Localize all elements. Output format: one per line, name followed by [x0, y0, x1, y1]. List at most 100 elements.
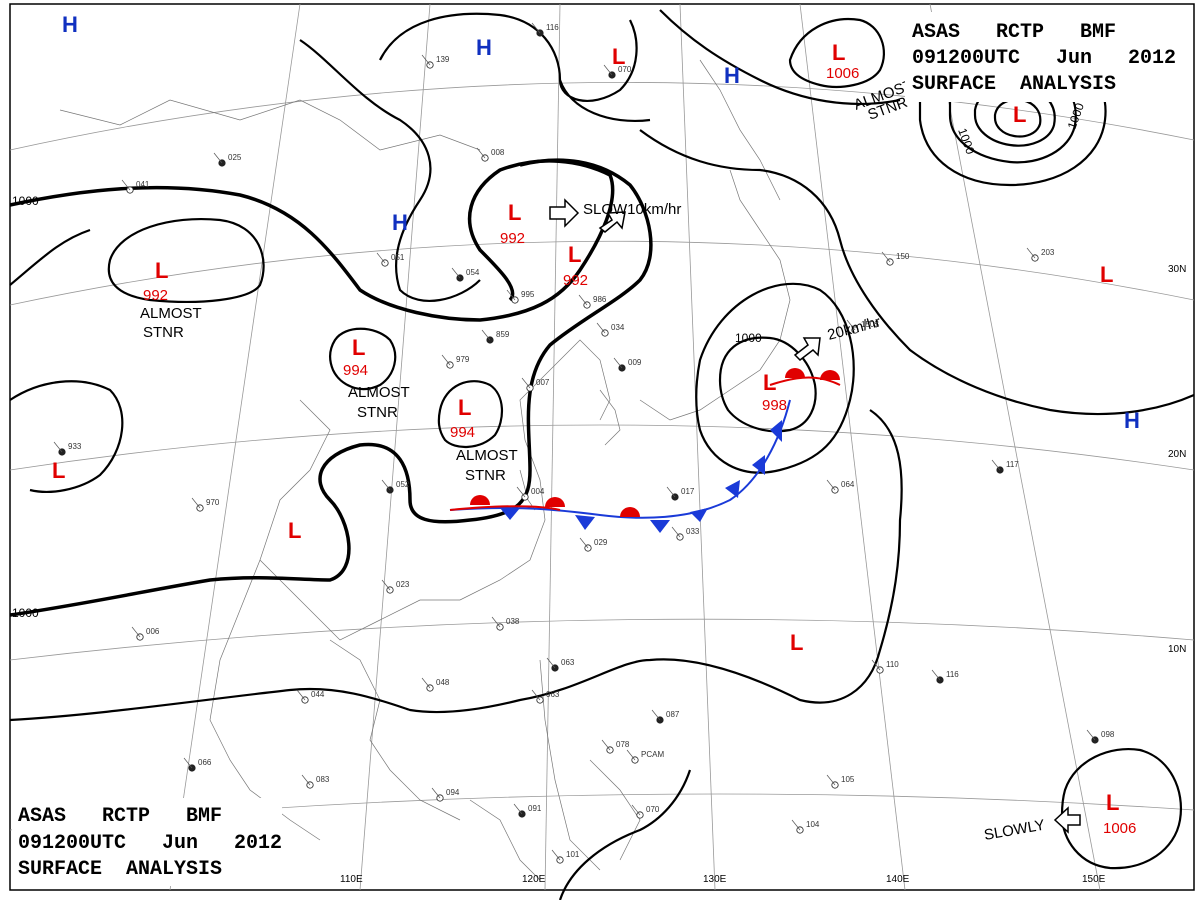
- wind-barb: [513, 803, 523, 815]
- wind-barb: [826, 479, 836, 491]
- station-pressure: 063: [546, 690, 560, 699]
- station-pressure: 117: [1006, 460, 1019, 469]
- motion-note: 20km/hr: [826, 313, 883, 343]
- high-center: H: [1124, 408, 1140, 433]
- lat-label: 20N: [1168, 449, 1186, 460]
- station-pressure: 986: [593, 295, 607, 304]
- lat-label: 30N: [1168, 264, 1186, 275]
- wind-barb: [578, 294, 588, 306]
- pressure-centers: L 992 L 992 L 992 L 994 L 994 L 998 L 10…: [52, 12, 1140, 837]
- station-pressure: 104: [806, 820, 820, 829]
- station-pressure: 139: [436, 55, 450, 64]
- station-pressure: 063: [561, 658, 575, 667]
- wind-barb: [603, 64, 613, 76]
- station-pressure: 017: [681, 487, 695, 496]
- wind-barb: [881, 251, 891, 263]
- station-plot: 034: [596, 322, 625, 337]
- isobar-label: 1000: [12, 194, 39, 208]
- station-plot: 070: [603, 64, 632, 79]
- station-plot: 025: [213, 152, 242, 167]
- station-plot: 986: [578, 294, 607, 309]
- low-center: L: [790, 630, 803, 655]
- station-plot: 070: [631, 804, 660, 819]
- station-pressure: 078: [616, 740, 630, 749]
- wind-barb: [301, 774, 311, 786]
- station-pressure: 070: [646, 805, 660, 814]
- high-center: H: [724, 63, 740, 88]
- low-value: 994: [343, 362, 368, 379]
- isobar-label: 1000: [1065, 101, 1087, 131]
- station-plot: 007: [521, 377, 550, 392]
- station-plot: 995: [506, 289, 535, 304]
- station-pressure: 087: [666, 710, 680, 719]
- station-plot: 009: [613, 357, 642, 372]
- station-pressure: 048: [436, 678, 450, 687]
- station-pressure: 098: [1101, 730, 1115, 739]
- motion-arrow: [549, 198, 580, 228]
- station-pressure: 116: [946, 670, 959, 679]
- low-center: L: [52, 458, 65, 483]
- station-pressure: 064: [841, 480, 855, 489]
- station-plot: 063: [531, 689, 560, 704]
- low-center: L: [612, 44, 625, 69]
- station-plot: PCAM: [626, 749, 664, 764]
- station-plot: 041: [121, 179, 150, 194]
- station-pressure: 054: [466, 268, 480, 277]
- annotations: ALMOST STNR ALMOST STNR ALMOST STNR ALMO…: [140, 77, 1046, 844]
- wind-barb: [551, 849, 561, 861]
- wind-barb: [441, 354, 451, 366]
- low-center: L: [155, 258, 168, 283]
- station-plot: 203: [1026, 247, 1055, 262]
- station-plot: 078: [601, 739, 630, 754]
- station-plot: 063: [546, 657, 575, 672]
- wind-barb: [421, 677, 431, 689]
- station-pressure: 101: [566, 850, 580, 859]
- station-plot: 105: [826, 774, 855, 789]
- station-plot: 044: [296, 689, 325, 704]
- station-pressure: 007: [536, 378, 550, 387]
- wind-barb: [381, 579, 391, 591]
- low-value: 992: [563, 272, 588, 289]
- low-value: 994: [450, 424, 475, 441]
- motion-arrow: [1053, 806, 1081, 834]
- low-center: L: [832, 40, 845, 65]
- station-pressure: 094: [446, 788, 460, 797]
- cold-front-pip: [690, 508, 708, 522]
- wind-barb: [431, 787, 441, 799]
- wind-barb: [871, 659, 881, 671]
- wind-barb: [846, 319, 856, 331]
- lon-label: 140E: [886, 874, 910, 885]
- motion-arrow: [793, 337, 821, 361]
- station-pressure: 034: [611, 323, 625, 332]
- header-line: SURFACE ANALYSIS: [18, 858, 222, 881]
- low-center: L: [1106, 790, 1119, 815]
- station-plot: 017: [666, 486, 695, 501]
- station-plot: 117: [991, 459, 1019, 474]
- header-line: 091200UTC Jun 2012: [18, 832, 282, 855]
- low-value: 1006: [1103, 820, 1136, 837]
- wind-barb: [613, 357, 623, 369]
- wind-barb: [381, 479, 391, 491]
- axis-labels: 110E 110E 120E 130E 140E 150E 30N 20N 10…: [152, 264, 1186, 885]
- wind-barb: [671, 526, 681, 538]
- station-plot: 029: [579, 537, 608, 552]
- station-plot: 048: [421, 677, 450, 692]
- station-plot: 023: [381, 579, 410, 594]
- wind-barb: [506, 289, 516, 301]
- wind-barb: [121, 179, 131, 191]
- wind-barb: [601, 739, 611, 751]
- low-value: 992: [143, 287, 168, 304]
- wind-barb: [131, 626, 141, 638]
- wind-barb: [191, 497, 201, 509]
- warm-front-pip: [470, 495, 490, 505]
- station-plot: 091: [513, 803, 542, 818]
- station-plot: 008: [476, 147, 505, 162]
- station-pressure: 051: [391, 253, 405, 262]
- low-value: 998: [762, 397, 787, 414]
- station-plot: 087: [651, 709, 680, 724]
- cold-front-pip: [500, 508, 520, 520]
- wind-barb: [651, 709, 661, 721]
- wind-barb: [491, 616, 501, 628]
- station-plot: 066: [183, 757, 212, 772]
